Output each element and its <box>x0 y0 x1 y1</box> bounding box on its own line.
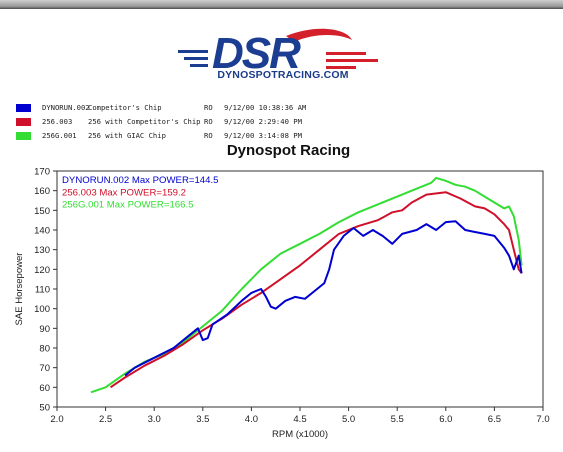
max-power-annotation: 256.003 Max POWER=159.2 <box>62 187 186 198</box>
legend-swatch-blue <box>16 104 31 112</box>
legend-run-desc: 256 with GIAC Chip <box>88 131 166 140</box>
x-tick-label: 7.0 <box>536 414 549 425</box>
x-tick-label: 5.5 <box>391 414 404 425</box>
legend-swatch-green <box>16 132 31 140</box>
series-line-256g-001 <box>90 176 523 394</box>
y-tick-label: 160 <box>34 186 50 197</box>
logo-streak <box>178 50 208 53</box>
logo-text: DSR <box>212 29 301 78</box>
max-power-annotation: DYNORUN.002 Max POWER=144.5 <box>62 175 218 186</box>
legend-run-ro: RO <box>204 131 213 140</box>
y-tick-label: 130 <box>34 245 50 256</box>
legend-run-ro: RO <box>204 117 213 126</box>
y-tick-label: 110 <box>35 285 50 296</box>
x-tick-label: 2.5 <box>99 414 112 425</box>
legend-run-id: 256G.001 <box>42 131 77 140</box>
dsr-logo: DSR <box>178 28 378 78</box>
series-line-dynorun-002 <box>124 220 523 377</box>
legend-run-datetime: 9/12/00 10:38:36 AM <box>224 103 307 112</box>
y-tick-label: 60 <box>39 383 50 394</box>
max-power-annotation: 256G.001 Max POWER=166.5 <box>62 200 193 211</box>
x-tick-label: 5.0 <box>342 414 355 425</box>
y-axis-label: SAE Horsepower <box>14 253 25 326</box>
logo-swoosh <box>286 28 352 42</box>
logo-streak <box>184 57 208 60</box>
y-tick-label: 120 <box>34 265 50 276</box>
x-tick-label: 4.5 <box>293 414 306 425</box>
chart-title: Dynospot Racing <box>226 142 351 159</box>
y-tick-label: 150 <box>34 206 50 217</box>
legend-run-id: DYNORUN.002 <box>42 103 90 112</box>
y-tick-label: 90 <box>39 324 50 335</box>
legend-swatch-red <box>16 118 31 126</box>
x-axis-label: RPM (x1000) <box>272 429 328 440</box>
y-tick-label: 100 <box>34 304 50 315</box>
x-tick-label: 6.5 <box>488 414 501 425</box>
logo-streak <box>326 59 378 62</box>
x-tick-label: 6.0 <box>439 414 452 425</box>
y-tick-label: 50 <box>39 403 50 414</box>
logo-streak <box>190 64 208 67</box>
legend-run-datetime: 9/12/00 3:14:08 PM <box>224 131 302 140</box>
legend-run-desc: 256 with Competitor's Chip <box>88 117 201 126</box>
y-tick-label: 70 <box>39 363 50 374</box>
y-tick-label: 170 <box>34 167 50 178</box>
y-tick-label: 140 <box>34 226 50 237</box>
series-line-256-003 <box>109 191 523 389</box>
logo-streak <box>326 52 366 55</box>
logo-caption: DYNOSPOTRACING.COM <box>217 69 349 81</box>
x-tick-label: 3.0 <box>148 414 161 425</box>
y-tick-label: 80 <box>39 344 50 355</box>
x-tick-label: 4.0 <box>245 414 258 425</box>
legend-run-datetime: 9/12/00 2:29:40 PM <box>224 117 302 126</box>
logo-streak <box>326 66 356 69</box>
window-top-bar <box>0 0 563 9</box>
legend-run-id: 256.003 <box>42 117 73 126</box>
x-tick-label: 2.0 <box>50 414 63 425</box>
legend-run-ro: RO <box>204 103 213 112</box>
legend-run-desc: Competitor's Chip <box>88 103 162 112</box>
x-tick-label: 3.5 <box>196 414 209 425</box>
